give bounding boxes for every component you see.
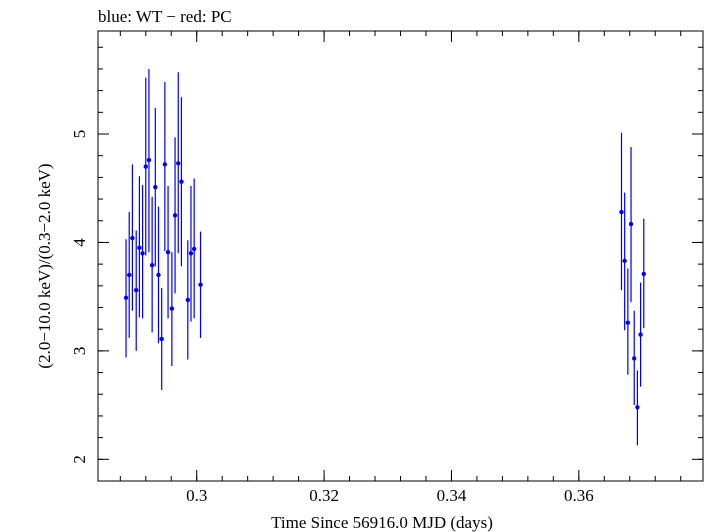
x-tick-label: 0.3: [186, 486, 207, 505]
data-point: [130, 235, 135, 241]
data-point: [185, 297, 190, 303]
y-tick-label: 5: [70, 130, 89, 139]
data-point: [198, 282, 203, 287]
y-tick-label: 3: [70, 347, 89, 356]
plot-frame: [97, 30, 704, 482]
data-point: [638, 332, 643, 337]
data-point: [134, 287, 139, 293]
x-tick-label: 0.36: [564, 486, 594, 505]
y-tick-label: 2: [70, 455, 89, 464]
data-point: [632, 356, 637, 361]
y-tick-label: 4: [70, 238, 89, 247]
data-point: [156, 272, 161, 278]
data-point: [188, 251, 194, 256]
data-point: [641, 271, 646, 277]
data-point: [127, 272, 132, 278]
data-point: [146, 157, 152, 163]
data-point: [159, 336, 164, 342]
data-point: [635, 405, 640, 410]
data-point: [622, 258, 627, 264]
data-point: [628, 221, 634, 227]
data-point: [143, 164, 148, 169]
data-point: [153, 184, 158, 190]
data-point: [176, 161, 181, 166]
data-point: [625, 320, 631, 325]
data-point: [169, 306, 175, 311]
plot-area: 0.3 0.32 0.34 0.36 2 3 4 5: [70, 30, 704, 505]
data-point: [619, 209, 624, 215]
x-tick-label: 0.32: [309, 486, 339, 505]
data-point: [191, 246, 197, 252]
data-point: [137, 245, 142, 251]
chart-title: blue: WT − red: PC: [98, 7, 232, 26]
y-axis-label: (2.0−10.0 keV)/(0.3−2.0 keV): [35, 163, 54, 368]
data-point: [165, 250, 171, 255]
data-point: [172, 213, 178, 218]
x-axis-label: Time Since 56916.0 MJD (days): [271, 513, 493, 532]
x-tick-label: 0.34: [437, 486, 467, 505]
data-point: [149, 263, 155, 268]
data-point: [140, 251, 145, 256]
data-point: [123, 295, 129, 300]
data-point: [179, 179, 184, 184]
data-point: [162, 162, 168, 167]
